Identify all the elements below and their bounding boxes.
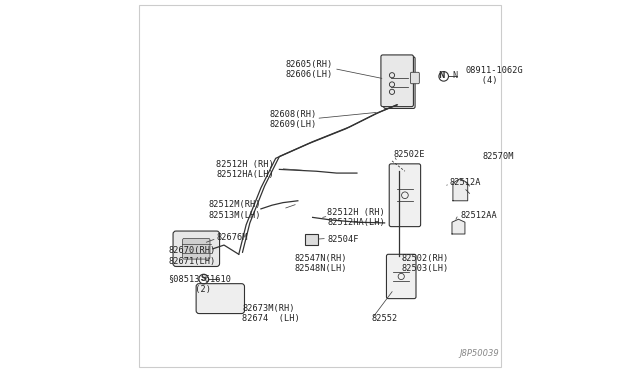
FancyBboxPatch shape [305, 234, 318, 245]
FancyBboxPatch shape [182, 238, 210, 259]
Text: 82512A: 82512A [449, 178, 481, 187]
Text: §08513-61610
     (2): §08513-61610 (2) [168, 274, 232, 294]
Text: 82552: 82552 [372, 314, 398, 323]
Text: 82512H (RH)
82512HA(LH): 82512H (RH) 82512HA(LH) [216, 160, 274, 179]
FancyBboxPatch shape [173, 231, 220, 266]
FancyBboxPatch shape [384, 57, 415, 109]
Text: N: N [438, 71, 445, 80]
Text: 82570M: 82570M [483, 152, 514, 161]
Text: 82670(RH)
82671(LH): 82670(RH) 82671(LH) [168, 247, 216, 266]
Text: 82608(RH)
82609(LH): 82608(RH) 82609(LH) [269, 110, 316, 129]
Text: 82502E: 82502E [394, 150, 426, 159]
Text: 08911-1062G
   (4): 08911-1062G (4) [466, 65, 524, 85]
Text: 82673M(RH)
82674  (LH): 82673M(RH) 82674 (LH) [243, 304, 300, 323]
Text: 82504F: 82504F [328, 235, 359, 244]
Text: J8P50039: J8P50039 [460, 349, 499, 358]
Polygon shape [452, 219, 465, 234]
Text: 82502(RH)
82503(LH): 82502(RH) 82503(LH) [401, 254, 449, 273]
Text: 82512AA: 82512AA [460, 211, 497, 220]
FancyBboxPatch shape [381, 55, 413, 107]
Text: 82512M(RH)
82513M(LH): 82512M(RH) 82513M(LH) [209, 200, 261, 220]
FancyBboxPatch shape [387, 254, 416, 299]
Polygon shape [453, 179, 468, 201]
Text: 82605(RH)
82606(LH): 82605(RH) 82606(LH) [285, 60, 333, 79]
FancyBboxPatch shape [389, 164, 420, 227]
Text: N: N [452, 71, 457, 80]
Text: 82547N(RH)
82548N(LH): 82547N(RH) 82548N(LH) [294, 254, 347, 273]
Text: 82512H (RH)
82512HA(LH): 82512H (RH) 82512HA(LH) [328, 208, 385, 227]
Text: 82676M: 82676M [216, 233, 248, 242]
FancyBboxPatch shape [410, 72, 419, 84]
Text: S: S [200, 274, 206, 283]
FancyBboxPatch shape [196, 284, 244, 314]
